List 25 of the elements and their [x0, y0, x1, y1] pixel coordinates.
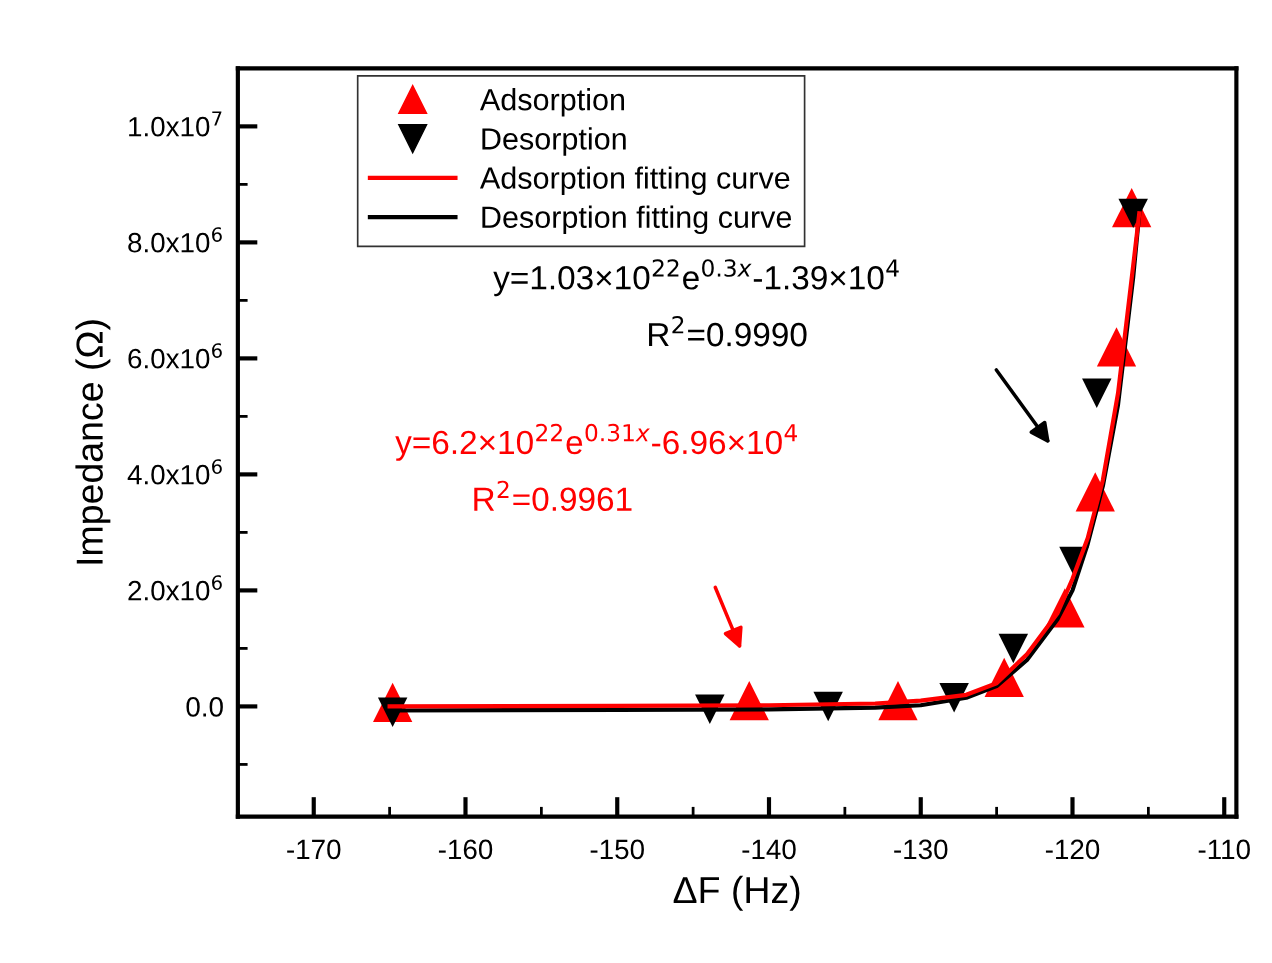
- legend-label: Desorption: [482, 127, 626, 156]
- x-tick-label: -110: [1198, 839, 1250, 860]
- y-tick-label: 8.0x10$^{6}$: [128, 227, 222, 253]
- y-tick-label: 2.0x10$^{6}$: [128, 575, 222, 601]
- y-tick-label: 4.0x10$^{6}$: [127, 459, 222, 485]
- y-tick-label: 6.0x10$^{6}$: [128, 343, 222, 369]
- annotation: y=1.03×10$^{22}$e$^{0.3x}$-1.39×10$^{4}$: [493, 259, 899, 297]
- point: [1082, 378, 1112, 408]
- legend-label: Adsorption: [479, 88, 624, 117]
- legend-label: Desorption fitting curve: [482, 205, 792, 235]
- x-tick-label: -150: [590, 839, 644, 860]
- point: [998, 633, 1029, 664]
- x-tick-label: -130: [894, 839, 948, 860]
- annotation: R$^{2}$=0.9961: [474, 480, 632, 512]
- x-tick-label: -160: [438, 839, 493, 860]
- y-tick-label: 1.0x10$^{7}$: [129, 111, 222, 137]
- y-axis-title: Impedance (Ω): [75, 320, 111, 564]
- x-axis-title: ΔF (Hz): [673, 875, 800, 911]
- annotation: R$^{2}$=0.9990: [649, 316, 807, 347]
- y-tick-label: 0.0: [186, 697, 223, 717]
- legend-label: Adsorption fitting curve: [479, 166, 790, 195]
- x-tick-label: -170: [287, 839, 341, 860]
- annotation: y=6.2×10$^{22}$e$^{0.31x}$-6.96×10$^{4}$: [395, 423, 798, 461]
- x-tick-label: -120: [1045, 839, 1100, 860]
- x-tick-label: -140: [742, 839, 796, 860]
